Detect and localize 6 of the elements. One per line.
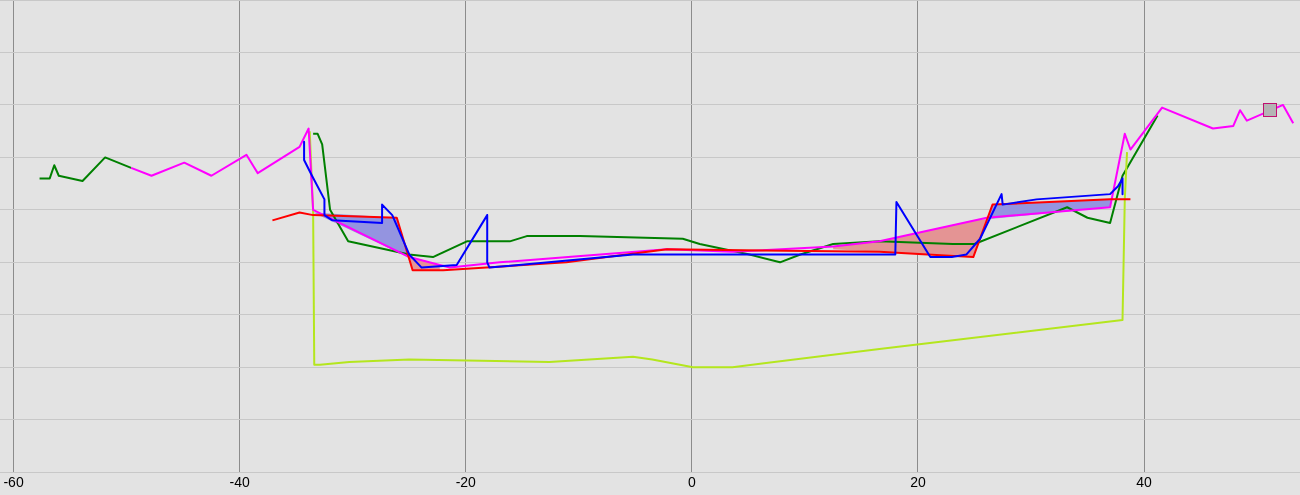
x-tick-label: 40 [1136, 474, 1152, 491]
x-tick-label: -60 [3, 474, 24, 491]
x-tick-label: 0 [687, 474, 696, 491]
x-tick-label: -40 [229, 474, 250, 491]
x-tick-label: -20 [455, 474, 477, 491]
x-tick-label: 20 [910, 474, 926, 491]
